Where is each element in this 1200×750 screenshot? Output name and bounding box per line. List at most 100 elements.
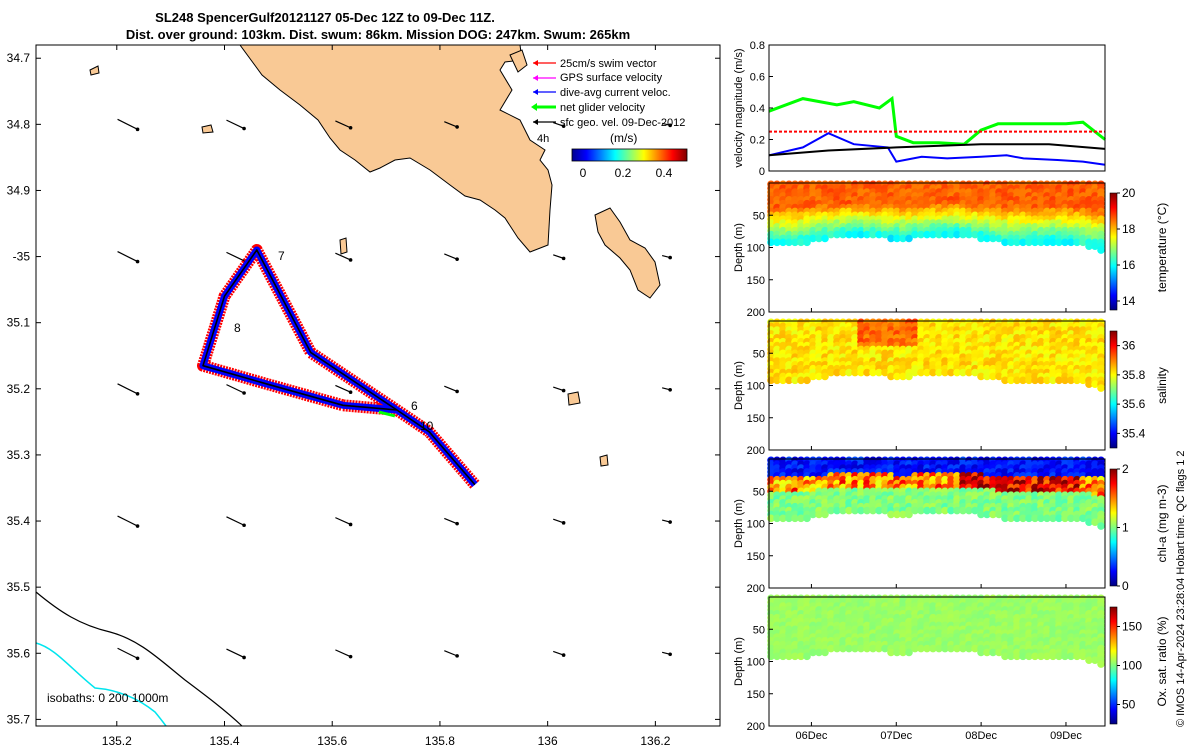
- section-cell: [1055, 652, 1063, 661]
- sfc-vector: [117, 383, 138, 395]
- section-y-tick-label: 200: [747, 721, 765, 733]
- map-y-tick-label: 35.3: [7, 448, 31, 462]
- section-cell: [1085, 242, 1093, 251]
- legend-swim: 25cm/s swim vector: [533, 58, 657, 70]
- section-cell: [929, 506, 937, 515]
- section-y-tick-label: 200: [747, 583, 765, 595]
- section-cell: [851, 368, 859, 377]
- section-cell: [875, 368, 883, 377]
- map-x-tick-label: 136.2: [640, 734, 670, 748]
- section-cell: [785, 514, 793, 523]
- section-cell: [953, 230, 961, 239]
- section-cell: [791, 376, 799, 385]
- sfc-geo-velocity-vectors: [117, 118, 672, 661]
- legend-gps-arrowhead: [533, 75, 538, 81]
- sfc-vector-head: [668, 388, 672, 392]
- section-cell: [797, 238, 805, 247]
- section-cell: [917, 230, 925, 239]
- isobaths: [35, 591, 243, 727]
- section-cell: [1097, 384, 1105, 392]
- islet-land-2: [567, 391, 581, 406]
- sfc-vector: [444, 253, 458, 260]
- sfc-vector: [117, 647, 138, 659]
- section-cell: [833, 506, 841, 515]
- sfc-vector: [335, 384, 351, 393]
- map-y-tick-label: 34.7: [7, 51, 31, 65]
- section-y-tick-label: 100: [747, 657, 765, 669]
- section-cells: [767, 318, 1105, 392]
- section-colorbar-label: chl-a (mg m-3): [1155, 484, 1169, 562]
- section-y-tick-label: 100: [747, 519, 765, 531]
- section-cell: [935, 230, 943, 239]
- section-cell: [1091, 380, 1099, 389]
- islet-land-5: [89, 65, 100, 76]
- section-y-tick-label: 100: [747, 243, 765, 255]
- sfc-vector: [553, 121, 564, 127]
- section-cell: [1085, 518, 1093, 527]
- section-cell: [1013, 514, 1021, 523]
- legend-net-arrowhead: [531, 103, 537, 111]
- section-cell: [983, 234, 991, 243]
- velocity-series: [768, 95, 1106, 166]
- section-cell: [1043, 652, 1051, 661]
- section-cell: [941, 644, 949, 653]
- section-cell: [989, 234, 997, 243]
- sfc-vector-head: [668, 520, 672, 524]
- sfc-vector-head: [242, 126, 246, 131]
- section-cell: [1061, 238, 1069, 247]
- section-cell: [863, 644, 871, 653]
- section-cell: [971, 230, 979, 239]
- section-y-tick-label: 100: [747, 381, 765, 393]
- section-cell: [845, 644, 853, 653]
- velocity-y-tick-label: 0: [759, 166, 765, 178]
- section-cell: [875, 506, 883, 515]
- section-cell: [1073, 514, 1081, 523]
- section-cell: [845, 230, 853, 239]
- section-cell: [989, 372, 997, 381]
- sfc-vector: [226, 516, 245, 526]
- section-cell: [965, 506, 973, 515]
- section-colorbar-tick-label: 36: [1122, 339, 1136, 353]
- sfc-vector: [226, 119, 245, 130]
- section-colorbar: [1109, 192, 1118, 311]
- section-cell: [797, 514, 805, 523]
- sfc-vector-head: [348, 522, 353, 527]
- sfc-vector-head: [135, 127, 140, 132]
- velocity-series-dive-avg-current-veloc-: [768, 132, 1106, 166]
- section-cell: [1007, 652, 1015, 661]
- section-cell: [1067, 652, 1075, 661]
- sfc-vector-head: [242, 655, 246, 660]
- velocity-series-net-glider-velocity: [768, 95, 1106, 146]
- colorbar-unit: (m/s): [610, 131, 637, 145]
- islet-land-3: [599, 454, 609, 467]
- sfc-vector-head: [561, 521, 566, 525]
- section-cells: [767, 456, 1105, 530]
- section-cell: [917, 368, 925, 377]
- section-cell: [995, 510, 1003, 519]
- section-cell: [923, 230, 931, 239]
- section-cell: [869, 506, 877, 515]
- legend-net-label: net glider velocity: [560, 102, 645, 114]
- velocity-ylabel: velocity magnitude (m/s): [733, 48, 745, 167]
- sfc-vector-head: [455, 654, 459, 658]
- legend-gps: GPS surface velocity: [533, 72, 663, 84]
- sfc-vector: [335, 517, 351, 525]
- section-cell: [1067, 238, 1075, 247]
- sfc-vector: [444, 650, 458, 657]
- speed-colorbar-tick-04: 0.4: [656, 166, 673, 180]
- sfc-vector-head: [455, 389, 459, 394]
- section-cell: [977, 510, 985, 519]
- map-y-tick-label: -35: [13, 250, 31, 264]
- section-cell: [1019, 376, 1027, 385]
- sfc-vector-head: [668, 123, 672, 128]
- section-cell: [1091, 656, 1099, 665]
- section-cell: [1025, 652, 1033, 661]
- section-cell: [1043, 238, 1051, 247]
- section-cell: [857, 644, 865, 653]
- section-y-tick-label: 200: [747, 307, 765, 319]
- section-cell: [1001, 376, 1009, 385]
- map-x-tick-label: 135.2: [102, 734, 132, 748]
- section-cell: [821, 510, 829, 519]
- section-cell: [1073, 376, 1081, 385]
